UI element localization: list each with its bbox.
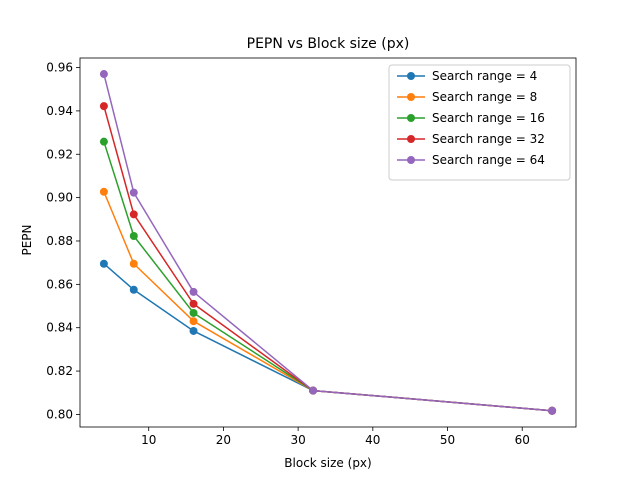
x-tick-label: 20 bbox=[216, 433, 231, 447]
y-tick-label: 0.80 bbox=[46, 407, 73, 421]
data-point bbox=[129, 285, 138, 294]
data-point bbox=[189, 299, 198, 308]
legend: Search range = 4 Search range = 8 Search r… bbox=[388, 64, 571, 181]
data-point bbox=[189, 326, 198, 335]
data-point bbox=[129, 231, 138, 240]
legend-label: Search range = 64 bbox=[432, 153, 545, 167]
y-axis-label: PEPN bbox=[20, 224, 34, 255]
x-tick-label: 50 bbox=[440, 433, 455, 447]
y-tick-label: 0.90 bbox=[46, 191, 73, 205]
legend-marker bbox=[407, 114, 415, 122]
legend-marker bbox=[407, 93, 415, 101]
data-point bbox=[309, 386, 318, 395]
x-tick-label: 60 bbox=[515, 433, 530, 447]
plot-area: 10 20 30 40 50 60 0.80 0.82 0.84 0.86 0.88 0.90 0.92… bbox=[46, 57, 577, 447]
x-axis-label: Block size (px) bbox=[284, 456, 371, 470]
data-point bbox=[548, 406, 557, 415]
legend-label: Search range = 16 bbox=[432, 111, 545, 125]
legend-box bbox=[388, 64, 571, 181]
x-tick-label: 40 bbox=[365, 433, 380, 447]
x-tick-label: 30 bbox=[290, 433, 305, 447]
series-line-2 bbox=[103, 191, 553, 412]
y-tick-label: 0.88 bbox=[46, 234, 73, 248]
y-tick-label: 0.94 bbox=[46, 104, 73, 118]
y-tick-label: 0.82 bbox=[46, 364, 73, 378]
data-point bbox=[99, 187, 108, 196]
y-tick-label: 0.86 bbox=[46, 277, 73, 291]
y-tick-label: 0.92 bbox=[46, 147, 73, 161]
legend-marker bbox=[407, 156, 415, 164]
data-point bbox=[99, 102, 108, 111]
data-point bbox=[129, 210, 138, 219]
legend-marker bbox=[407, 135, 415, 143]
series-line-1 bbox=[103, 263, 553, 412]
data-point bbox=[129, 188, 138, 197]
legend-label: Search range = 32 bbox=[432, 132, 545, 146]
y-tick-label: 0.84 bbox=[46, 321, 73, 335]
data-point bbox=[129, 259, 138, 268]
legend-marker bbox=[407, 72, 415, 80]
x-tick-label: 10 bbox=[141, 433, 156, 447]
y-tick-label: 0.96 bbox=[46, 61, 73, 75]
data-point bbox=[99, 259, 108, 268]
data-point bbox=[189, 287, 198, 296]
series-line-3 bbox=[103, 141, 553, 412]
data-point bbox=[189, 317, 198, 326]
legend-label: Search range = 4 bbox=[432, 69, 537, 83]
data-point bbox=[99, 137, 108, 146]
plot-frame bbox=[79, 57, 577, 428]
data-point bbox=[189, 308, 198, 317]
data-point bbox=[99, 70, 108, 79]
legend-label: Search range = 8 bbox=[432, 90, 537, 104]
chart-title: PEPN vs Block size (px) bbox=[247, 36, 410, 52]
